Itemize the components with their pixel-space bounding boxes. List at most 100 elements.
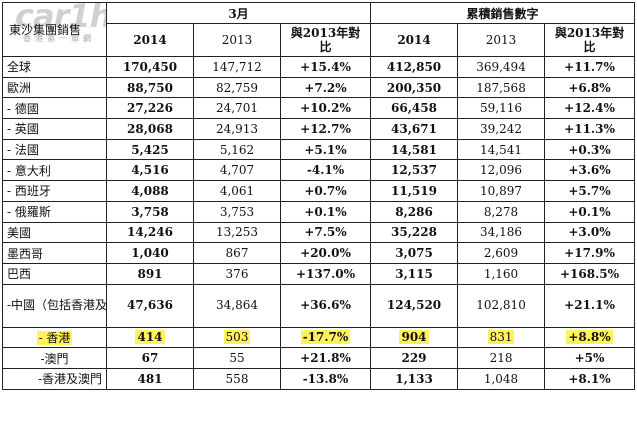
- month-2014-value: 170,450: [106, 56, 194, 78]
- ytd-change: +17.9%: [544, 242, 636, 264]
- ytd-2014-value: 3,115: [370, 262, 459, 285]
- ytd-change: +11.7%: [544, 56, 636, 78]
- table-row: 歐洲 88,750 82,759 +7.2% 200,350 187,568 +…: [2, 76, 636, 99]
- ytd-change: +6.8%: [544, 76, 636, 99]
- ytd-2014-value: 14,581: [370, 138, 459, 161]
- month-2014-value: 1,040: [106, 242, 194, 264]
- ytd-change: +12.4%: [544, 97, 636, 120]
- ytd-2014-value: 229: [370, 347, 459, 369]
- ytd-2014-value: 904: [399, 330, 429, 345]
- table-row: - 俄羅斯 3,758 3,753 +0.1% 8,286 8,278 +0.1…: [2, 200, 636, 223]
- month-2014-value: 47,636: [106, 283, 194, 328]
- ytd-2014-value: 43,671: [370, 118, 459, 140]
- ytd-change-cell: +8.8%: [544, 326, 636, 349]
- month-change: +7.5%: [279, 221, 372, 244]
- ytd-2013-value: 187,568: [457, 76, 546, 99]
- month-2013-value: 24,913: [193, 118, 281, 140]
- month-2013-value: 55: [193, 347, 281, 369]
- ytd-2013-value: 102,810: [457, 283, 546, 328]
- ytd-2014-value: 1,133: [370, 367, 459, 390]
- col-header-ytd-compare: 與2013年對比: [544, 23, 636, 57]
- month-2013-value: 867: [193, 242, 281, 264]
- month-2014-value: 4,088: [106, 180, 194, 202]
- ytd-2013-value: 2,609: [457, 242, 546, 264]
- table-title-cell: car1hk 香港第一車網 東沙集團銷售: [2, 2, 107, 57]
- ytd-2013-value: 10,897: [457, 180, 546, 202]
- ytd-change: +3.0%: [544, 221, 636, 244]
- month-2013-value: 147,712: [193, 56, 281, 78]
- col-header-month-2014: 2014: [106, 23, 194, 57]
- header-ytd: 累積銷售數字: [370, 2, 636, 24]
- table-title: 東沙集團銷售: [9, 23, 82, 37]
- month-change: +137.0%: [279, 262, 372, 285]
- row-label: -澳門: [2, 347, 107, 369]
- ytd-change: +168.5%: [544, 262, 636, 285]
- ytd-2014-value: 35,228: [370, 221, 459, 244]
- ytd-2014-value: 8,286: [370, 200, 459, 223]
- month-2013-value: 558: [193, 367, 281, 390]
- month-change: +36.6%: [279, 283, 372, 328]
- table-row: -香港及澳門 481 558 -13.8% 1,133 1,048 +8.1%: [2, 367, 636, 390]
- month-2013-value: 4,061: [193, 180, 281, 202]
- ytd-change: +8.8%: [566, 330, 613, 345]
- month-2013-cell: 503: [193, 326, 281, 349]
- ytd-2013-value: 831: [487, 330, 515, 345]
- ytd-2014-value: 11,519: [370, 180, 459, 202]
- table-row: 巴西 891 376 +137.0% 3,115 1,160 +168.5%: [2, 262, 636, 285]
- row-label: 墨西哥: [2, 242, 107, 264]
- row-label: 巴西: [2, 262, 107, 285]
- row-label: - 法國: [2, 138, 107, 161]
- month-2013-value: 3,753: [193, 200, 281, 223]
- month-2014-value: 4,516: [106, 159, 194, 182]
- ytd-change: +0.3%: [544, 138, 636, 161]
- month-change: +7.2%: [279, 76, 372, 99]
- ytd-2013-value: 39,242: [457, 118, 546, 140]
- month-2014-value: 414: [135, 330, 165, 345]
- ytd-2014-value: 412,850: [370, 56, 459, 78]
- month-change: -4.1%: [279, 159, 372, 182]
- month-2014-value: 14,246: [106, 221, 194, 244]
- table-row: 全球 170,450 147,712 +15.4% 412,850 369,49…: [2, 56, 636, 78]
- header-sub-row: 2014 2013 與2013年對比 2014 2013 與2013年對比: [3, 23, 636, 57]
- month-2014-value: 3,758: [106, 200, 194, 223]
- month-change: +5.1%: [279, 138, 372, 161]
- sales-table: car1hk 香港第一車網 東沙集團銷售 3月 累積銷售數字 2014 2013…: [2, 2, 636, 390]
- month-change: +0.1%: [279, 200, 372, 223]
- month-2013-value: 5,162: [193, 138, 281, 161]
- ytd-change: +3.6%: [544, 159, 636, 182]
- header-month: 3月: [105, 2, 372, 24]
- ytd-change: +21.1%: [544, 283, 636, 328]
- month-2013-value: 13,253: [193, 221, 281, 244]
- ytd-2013-cell: 831: [457, 326, 546, 349]
- ytd-change: +11.3%: [544, 118, 636, 140]
- month-2014-value: 67: [106, 347, 194, 369]
- row-label: -中國（包括香港及澳門）: [2, 283, 107, 328]
- month-2014-cell: 414: [106, 326, 194, 349]
- month-change: -13.8%: [279, 367, 372, 390]
- month-2013-value: 4,707: [193, 159, 281, 182]
- col-header-ytd-2014: 2014: [370, 23, 459, 57]
- month-change: +12.7%: [279, 118, 372, 140]
- month-change: +20.0%: [279, 242, 372, 264]
- row-label: - 俄羅斯: [2, 200, 107, 223]
- row-label: - 意大利: [2, 159, 107, 182]
- month-2013-value: 376: [193, 262, 281, 285]
- ytd-2013-value: 12,096: [457, 159, 546, 182]
- ytd-change: +8.1%: [544, 367, 636, 390]
- ytd-2014-value: 124,520: [370, 283, 459, 328]
- row-label: - 英國: [2, 118, 107, 140]
- ytd-2013-value: 1,160: [457, 262, 546, 285]
- sales-table-container: car1hk 香港第一車網 東沙集團銷售 3月 累積銷售數字 2014 2013…: [2, 2, 636, 390]
- month-change: +21.8%: [279, 347, 372, 369]
- ytd-2013-value: 59,116: [457, 97, 546, 120]
- row-label: - 香港: [36, 330, 73, 345]
- month-change: +0.7%: [279, 180, 372, 202]
- ytd-change: +0.1%: [544, 200, 636, 223]
- ytd-change: +5.7%: [544, 180, 636, 202]
- month-2014-value: 88,750: [106, 76, 194, 99]
- table-row: - 意大利 4,516 4,707 -4.1% 12,537 12,096 +3…: [2, 159, 636, 182]
- ytd-2013-value: 34,186: [457, 221, 546, 244]
- ytd-2014-value: 12,537: [370, 159, 459, 182]
- table-row: - 西班牙 4,088 4,061 +0.7% 11,519 10,897 +5…: [2, 180, 636, 202]
- month-2013-value: 34,864: [193, 283, 281, 328]
